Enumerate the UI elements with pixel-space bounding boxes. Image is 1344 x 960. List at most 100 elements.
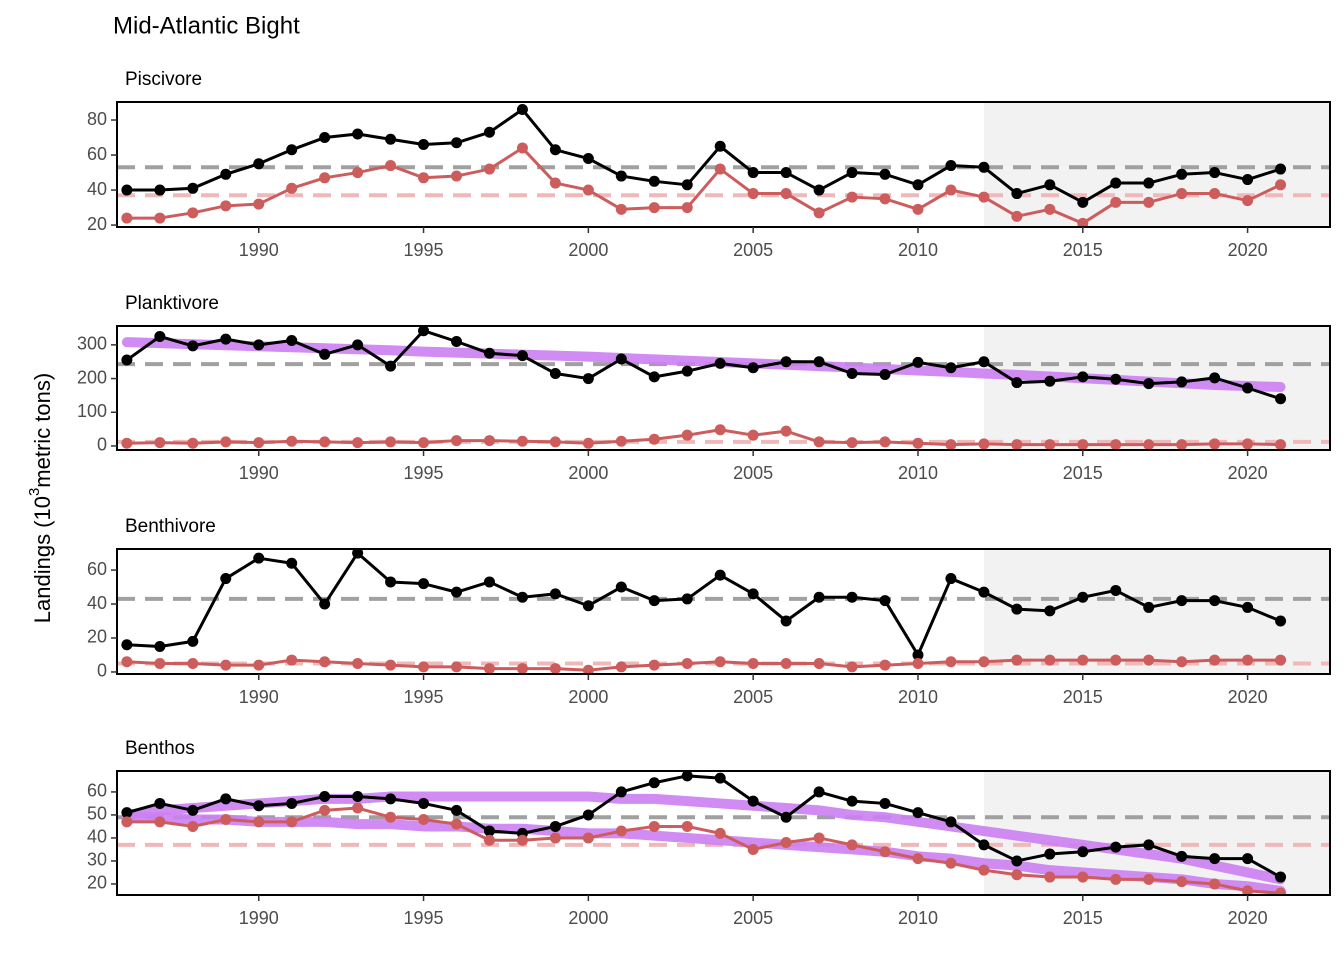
point: [483, 347, 495, 359]
point: [1110, 196, 1122, 208]
point: [747, 429, 759, 441]
point: [846, 839, 858, 851]
point: [747, 188, 759, 200]
point: [1275, 654, 1287, 666]
point: [253, 816, 265, 828]
point: [714, 357, 726, 369]
point: [451, 137, 463, 149]
point: [1110, 439, 1122, 450]
point: [187, 437, 199, 449]
point: [714, 827, 726, 839]
point: [1275, 393, 1287, 405]
point: [813, 832, 825, 844]
point: [220, 793, 232, 805]
point: [483, 435, 495, 447]
point: [319, 132, 331, 144]
point: [154, 816, 166, 828]
point: [912, 649, 924, 661]
point: [549, 368, 561, 380]
point: [516, 663, 528, 674]
point: [1143, 378, 1155, 390]
point: [747, 843, 759, 855]
plot-area: [117, 549, 1330, 674]
x-tick-label: 2010: [898, 687, 938, 707]
point: [352, 339, 364, 351]
point: [582, 373, 594, 385]
x-tick-label: 2015: [1063, 687, 1103, 707]
point: [1143, 654, 1155, 666]
point: [1242, 195, 1254, 207]
point: [418, 661, 430, 673]
y-tick-label: 50: [87, 804, 107, 824]
point: [912, 807, 924, 819]
point: [714, 424, 726, 436]
point: [154, 330, 166, 342]
point: [1110, 177, 1122, 189]
point: [1044, 203, 1056, 215]
x-tick-label: 2020: [1228, 463, 1268, 483]
point: [945, 160, 957, 172]
point: [813, 786, 825, 798]
point: [483, 825, 495, 837]
x-tick-label: 1990: [239, 687, 279, 707]
point: [1077, 654, 1089, 666]
point: [319, 436, 331, 448]
point: [1011, 210, 1023, 222]
x-tick-label: 2010: [898, 240, 938, 260]
point: [418, 578, 430, 590]
point: [681, 657, 693, 669]
point: [418, 797, 430, 809]
point: [945, 857, 957, 869]
point: [1044, 871, 1056, 883]
point: [1044, 375, 1056, 387]
point: [352, 167, 364, 179]
point: [516, 350, 528, 362]
point: [220, 168, 232, 180]
point: [1044, 179, 1056, 191]
point: [582, 809, 594, 821]
x-tick-label: 2015: [1063, 908, 1103, 928]
point: [483, 834, 495, 846]
point: [1044, 605, 1056, 617]
point: [747, 167, 759, 179]
point: [615, 825, 627, 837]
point: [1275, 439, 1287, 450]
point: [516, 142, 528, 154]
point: [615, 203, 627, 215]
x-tick-label: 2000: [568, 908, 608, 928]
point: [945, 816, 957, 828]
point: [451, 661, 463, 673]
point: [1176, 188, 1188, 200]
point: [1242, 438, 1254, 450]
point: [648, 433, 660, 445]
point: [121, 354, 133, 366]
point: [912, 179, 924, 191]
x-tick-label: 1990: [239, 908, 279, 928]
point: [154, 212, 166, 224]
point: [1275, 871, 1287, 883]
point: [780, 837, 792, 849]
point: [648, 659, 660, 671]
point: [582, 184, 594, 196]
point: [1077, 846, 1089, 858]
x-tick-label: 2005: [733, 463, 773, 483]
trend-line: [121, 812, 1286, 895]
point: [418, 172, 430, 184]
point: [1077, 591, 1089, 603]
y-axis-label-text: metric tons): [30, 373, 55, 488]
point: [1242, 601, 1254, 613]
point: [352, 437, 364, 449]
point: [615, 170, 627, 182]
plot-area: [117, 326, 1330, 450]
point: [912, 356, 924, 368]
point: [1011, 377, 1023, 389]
point: [1209, 878, 1221, 890]
point: [483, 163, 495, 175]
point: [1143, 177, 1155, 189]
y-tick-label: 300: [77, 334, 107, 354]
point: [352, 128, 364, 140]
x-tick-label: 2000: [568, 240, 608, 260]
point: [121, 184, 133, 196]
point: [352, 657, 364, 669]
point: [813, 591, 825, 603]
